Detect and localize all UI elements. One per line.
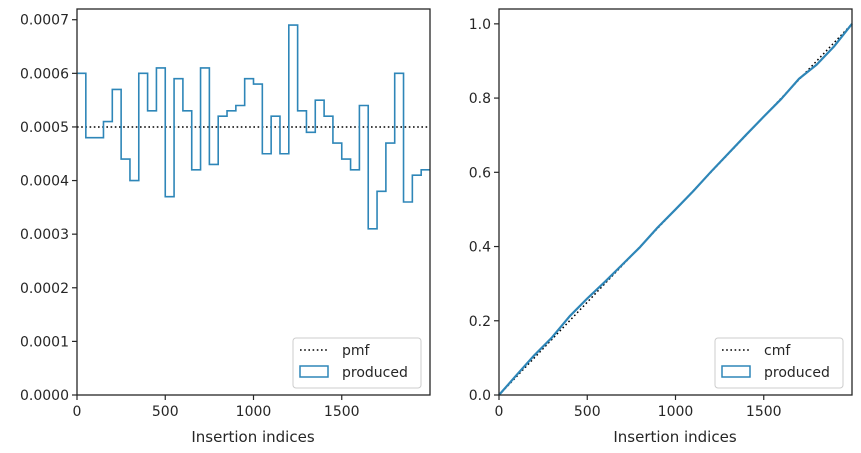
left-legend-produced-label: produced bbox=[342, 365, 408, 381]
left-plot-area bbox=[77, 9, 430, 395]
right-x-tick-label: 0 bbox=[495, 404, 504, 420]
right-x-tick-label: 1000 bbox=[658, 404, 694, 420]
right-axes-frame bbox=[498, 8, 853, 396]
right-y-tick-label: 0.2 bbox=[469, 314, 491, 330]
left-x-tick-label: 500 bbox=[152, 404, 179, 420]
right-x-axis-label: Insertion indices bbox=[613, 428, 736, 446]
left-legend: pmf produced bbox=[292, 337, 422, 389]
left-legend-pmf-label: pmf bbox=[342, 343, 371, 359]
right-legend-produced-swatch bbox=[721, 365, 751, 378]
left-y-tick-label: 0.0006 bbox=[20, 66, 69, 82]
right-y-tick-label: 0.0 bbox=[469, 388, 491, 404]
right-x-ticks: 0 500 1000 1500 bbox=[495, 395, 782, 420]
right-chart: 0.0 0.2 0.4 0.6 0.8 1.0 0 500 1000 1500 Insertio… bbox=[469, 8, 853, 446]
left-axes-frame bbox=[76, 8, 431, 396]
left-legend-produced-swatch bbox=[299, 365, 329, 378]
right-y-tick-label: 0.6 bbox=[469, 165, 491, 181]
right-x-tick-label: 1500 bbox=[746, 404, 782, 420]
right-y-tick-label: 0.4 bbox=[469, 240, 491, 256]
left-y-tick-label: 0.0003 bbox=[20, 227, 69, 243]
right-legend-produced-label: produced bbox=[764, 365, 830, 381]
right-y-ticks: 0.0 0.2 0.4 0.6 0.8 1.0 bbox=[469, 17, 499, 404]
left-y-tick-label: 0.0000 bbox=[20, 388, 69, 404]
left-y-ticks: 0.0000 0.0001 0.0002 0.0003 0.0004 0.0005 0.00… bbox=[20, 13, 77, 404]
left-x-tick-label: 0 bbox=[73, 404, 82, 420]
right-y-tick-label: 1.0 bbox=[469, 17, 491, 33]
left-y-tick-label: 0.0005 bbox=[20, 120, 69, 136]
left-x-ticks: 0 500 1000 1500 bbox=[73, 395, 360, 420]
left-x-tick-label: 1500 bbox=[324, 404, 360, 420]
produced-cumulative-line bbox=[498, 23, 853, 396]
right-legend: cmf produced bbox=[714, 337, 844, 389]
left-x-axis-label: Insertion indices bbox=[191, 428, 314, 446]
left-y-tick-label: 0.0001 bbox=[20, 334, 69, 350]
produced-histogram bbox=[77, 24, 430, 230]
left-y-tick-label: 0.0004 bbox=[20, 174, 69, 190]
right-y-tick-label: 0.8 bbox=[469, 91, 491, 107]
cmf-line bbox=[498, 23, 853, 396]
right-x-tick-label: 500 bbox=[574, 404, 601, 420]
right-legend-box bbox=[714, 337, 844, 389]
right-legend-cmf-label: cmf bbox=[764, 343, 791, 359]
left-chart: 0.0000 0.0001 0.0002 0.0003 0.0004 0.0005 0.00… bbox=[20, 8, 431, 446]
left-legend-box bbox=[292, 337, 422, 389]
left-y-tick-label: 0.0007 bbox=[20, 13, 69, 29]
left-y-tick-label: 0.0002 bbox=[20, 281, 69, 297]
left-x-tick-label: 1000 bbox=[236, 404, 272, 420]
